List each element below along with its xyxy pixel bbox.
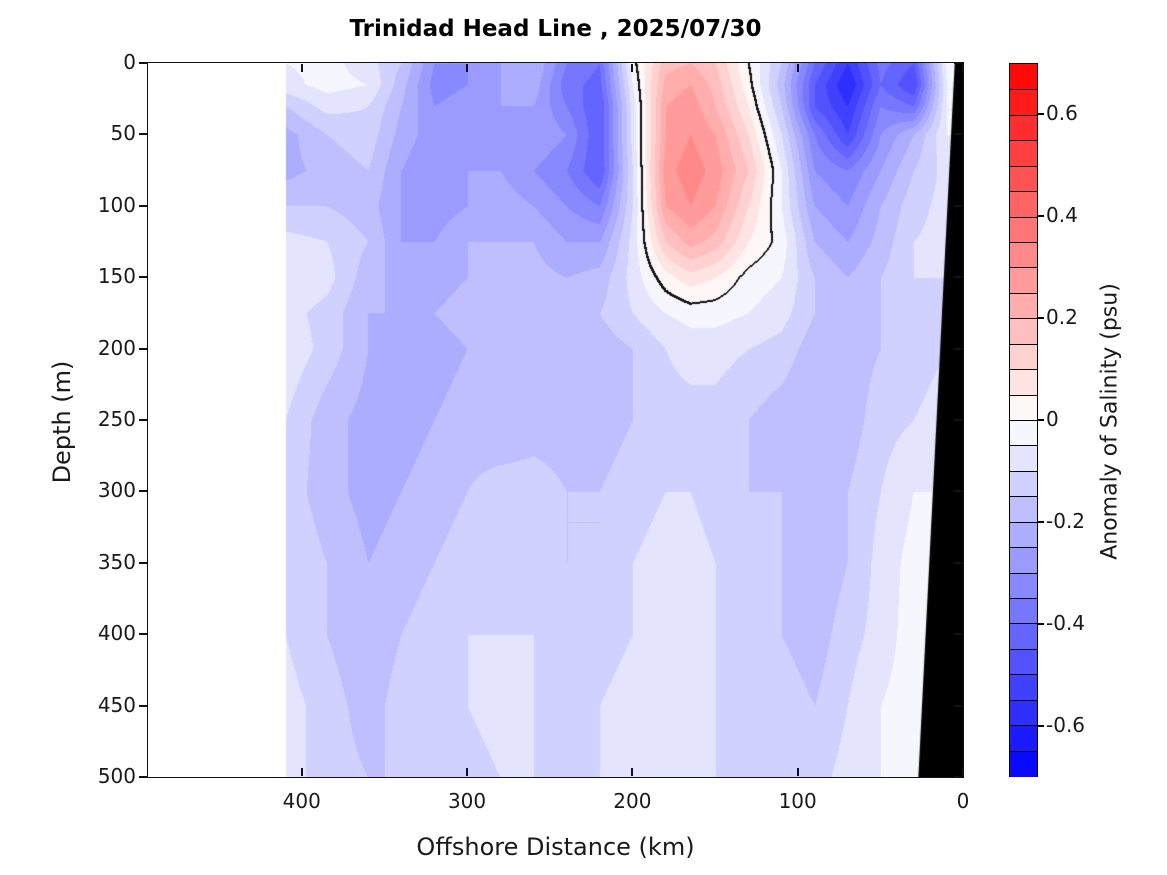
colorbar-segment (1010, 572, 1037, 599)
x-tick-mark (962, 768, 964, 776)
colorbar-tick-label: 0.4 (1046, 203, 1078, 227)
colorbar-segment (1010, 750, 1037, 777)
colorbar-segment (1010, 64, 1037, 91)
y-tick-mark (139, 276, 147, 279)
y-tick-mark (139, 419, 147, 421)
colorbar-segment (1010, 445, 1037, 472)
x-axis-label: Offshore Distance (km) (416, 833, 695, 861)
colorbar-segment (1010, 140, 1037, 167)
colorbar-tick-mark (1038, 419, 1044, 421)
y-tick-mark (139, 62, 147, 64)
colorbar-segment (1010, 114, 1037, 142)
colorbar-segment (1010, 648, 1037, 676)
y-tick-mark (139, 776, 147, 778)
x-tick-label: 400 (282, 789, 321, 813)
y-tick-label: 0 (123, 50, 136, 74)
colorbar-segment (1010, 318, 1037, 345)
y-tick-mark-right (954, 490, 962, 493)
colorbar-segment (1010, 420, 1037, 447)
colorbar-tick-mark (1038, 623, 1044, 625)
x-tick-mark-top (631, 64, 634, 72)
colorbar-tick-label: 0 (1046, 407, 1059, 431)
y-tick-mark-right (954, 62, 962, 64)
colorbar-segment (1010, 521, 1037, 549)
colorbar-tick-label: 0.2 (1046, 305, 1078, 329)
colorbar-tick-label: -0.6 (1046, 713, 1086, 737)
colorbar-segment (1010, 343, 1037, 371)
y-tick-label: 400 (97, 621, 136, 646)
colorbar-segment (1010, 725, 1037, 752)
colorbar-segment (1010, 699, 1037, 727)
colorbar-tick-label: 0.6 (1046, 101, 1078, 125)
y-tick-label: 500 (97, 764, 136, 788)
y-tick-label: 300 (97, 478, 136, 503)
y-tick-mark-right (954, 561, 962, 564)
colorbar-segment (1010, 165, 1037, 193)
colorbar-segment (1010, 496, 1037, 523)
colorbar-segment (1010, 89, 1037, 116)
x-tick-mark (631, 768, 634, 776)
contour-plot-canvas (148, 63, 963, 777)
y-tick-mark (139, 561, 147, 564)
colorbar-segment (1010, 369, 1037, 396)
colorbar-segment (1010, 216, 1037, 243)
colorbar (1009, 63, 1038, 777)
colorbar-segment (1010, 242, 1037, 269)
x-tick-mark (300, 768, 303, 776)
colorbar-tick-mark (1038, 215, 1044, 217)
colorbar-segment (1010, 598, 1037, 625)
y-tick-mark (139, 704, 147, 707)
x-tick-label: 200 (613, 789, 652, 813)
y-tick-mark (139, 633, 147, 636)
x-tick-mark-top (796, 64, 799, 72)
x-tick-mark-top (466, 64, 469, 72)
chart-title: Trinidad Head Line , 2025/07/30 (349, 16, 762, 42)
colorbar-segment (1010, 623, 1037, 650)
y-tick-label: 200 (97, 335, 136, 360)
y-tick-label: 250 (97, 407, 136, 431)
x-tick-label: 100 (778, 789, 817, 813)
colorbar-tick-mark (1038, 521, 1044, 523)
colorbar-tick-label: -0.2 (1046, 509, 1086, 533)
y-tick-mark-right (954, 347, 962, 350)
y-tick-mark (139, 133, 147, 136)
x-tick-label: 0 (956, 789, 970, 813)
x-tick-mark-top (300, 64, 303, 72)
y-tick-mark-right (954, 133, 962, 136)
x-tick-mark (796, 768, 799, 776)
colorbar-segment (1010, 470, 1037, 498)
y-tick-mark-right (954, 276, 962, 279)
colorbar-segment (1010, 267, 1037, 294)
y-tick-mark (139, 204, 147, 207)
colorbar-tick-mark (1038, 113, 1044, 115)
colorbar-segment (1010, 547, 1037, 574)
y-tick-mark (139, 490, 147, 493)
y-tick-label: 350 (97, 549, 136, 574)
y-tick-mark-right (954, 704, 962, 707)
x-tick-mark-top (962, 64, 964, 72)
colorbar-segment (1010, 674, 1037, 701)
colorbar-tick-label: -0.4 (1046, 611, 1086, 635)
x-tick-label: 300 (447, 789, 487, 813)
colorbar-segment (1010, 292, 1037, 320)
y-tick-mark-right (954, 204, 962, 207)
colorbar-tick-mark (1038, 317, 1044, 319)
colorbar-tick-mark (1038, 725, 1044, 727)
y-tick-label: 150 (97, 264, 136, 289)
y-tick-mark-right (954, 419, 962, 421)
y-tick-mark-right (954, 633, 962, 636)
y-tick-label: 100 (97, 192, 136, 217)
y-tick-mark-right (954, 776, 962, 778)
y-tick-label: 50 (110, 121, 136, 146)
x-tick-mark (466, 768, 469, 776)
colorbar-segment (1010, 191, 1037, 218)
colorbar-label: Anomaly of Salinity (psu) (1097, 283, 1123, 560)
y-tick-mark (139, 347, 147, 350)
y-tick-label: 450 (97, 692, 136, 717)
colorbar-segment (1010, 394, 1037, 421)
